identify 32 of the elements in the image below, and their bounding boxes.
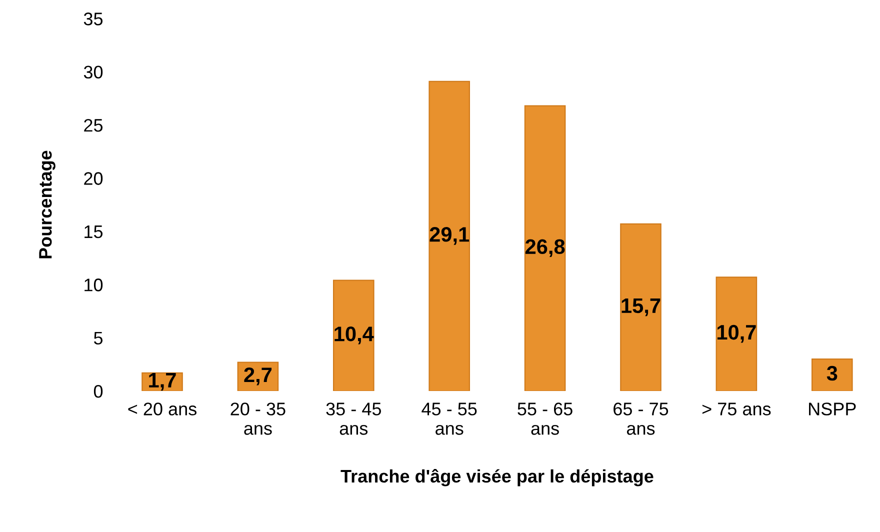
y-axis-title: Pourcentage: [39, 150, 56, 258]
data-label: 15,7: [622, 298, 660, 316]
data-label: 2,7: [244, 367, 272, 386]
data-label: 1,7: [149, 373, 176, 391]
bar: [812, 358, 853, 392]
bar: [620, 223, 662, 392]
bar: [428, 80, 470, 392]
data-label: 3: [826, 366, 838, 381]
x-tick-label: NSPP: [809, 402, 856, 416]
y-tick-label: 20: [84, 172, 103, 185]
x-axis-title: Tranche d'âge visée par le dépistage: [340, 468, 654, 486]
data-label: 29,1: [430, 227, 470, 245]
bar: [333, 280, 374, 392]
x-tick-label: 55 - 65 ans: [518, 402, 572, 435]
data-label: 26,8: [526, 239, 565, 258]
x-tick-label: 20 - 35 ans: [230, 402, 286, 435]
y-tick-label: 5: [94, 332, 103, 345]
data-label: 10,4: [334, 326, 374, 344]
x-tick-label: > 75 ans: [702, 402, 771, 416]
y-tick-label: 35: [84, 12, 103, 26]
y-tick-label: 0: [94, 384, 103, 398]
y-tick-label: 15: [84, 226, 103, 238]
x-tick-label: 45 - 55 ans: [422, 402, 477, 435]
x-tick-label: 35 - 45 ans: [326, 402, 381, 435]
x-tick-label: 65 - 75 ans: [614, 402, 668, 435]
x-tick-label: < 20 ans: [128, 402, 196, 416]
y-tick-label: 25: [84, 118, 103, 132]
y-tick-label: 10: [84, 278, 103, 292]
bar: [716, 276, 758, 392]
data-label: 10,7: [717, 324, 756, 343]
y-tick-label: 30: [84, 66, 103, 79]
bar: [524, 105, 566, 392]
